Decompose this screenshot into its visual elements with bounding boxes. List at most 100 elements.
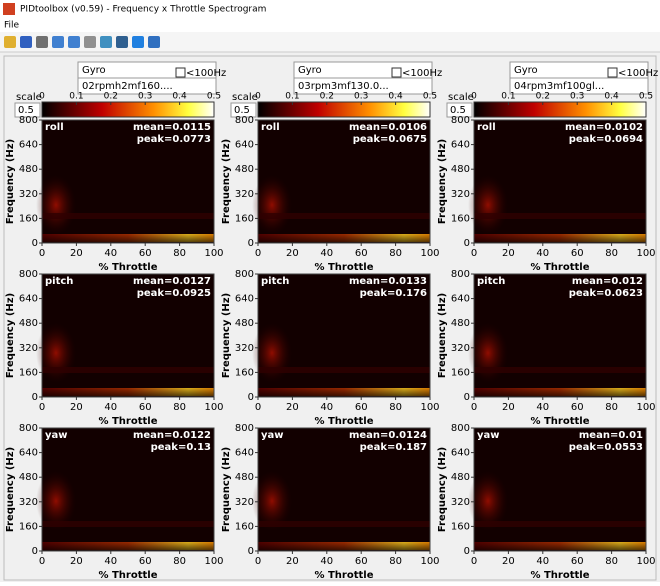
y-tick-label: 480 <box>19 472 38 483</box>
x-axis-label: % Throttle <box>530 570 589 581</box>
plot-label: pitch <box>45 276 73 287</box>
file-name: 02rpmh2mf160.... <box>82 81 173 92</box>
plot-border <box>41 427 215 552</box>
plot-border <box>473 119 647 244</box>
x-tick-label: 0 <box>471 556 477 567</box>
x-tick-label: 60 <box>139 402 152 413</box>
spectrogram-band <box>42 521 214 527</box>
x-axis-label: % Throttle <box>530 262 589 273</box>
toolbar-button[interactable] <box>84 36 96 48</box>
peak-value: peak=0.0773 <box>137 134 211 145</box>
y-tick-label: 480 <box>451 164 470 175</box>
y-tick-label: 800 <box>235 269 254 280</box>
file-list[interactable] <box>77 77 217 95</box>
scale-input[interactable] <box>230 102 257 118</box>
checkbox[interactable] <box>391 67 402 78</box>
y-tick-label: 640 <box>235 294 254 305</box>
toolbar-button[interactable] <box>132 36 144 48</box>
y-tick-label: 480 <box>19 318 38 329</box>
spectrogram-band <box>42 367 214 373</box>
toolbar-button[interactable] <box>100 36 112 48</box>
plot-border <box>41 273 215 398</box>
y-tick-label: 160 <box>235 213 254 224</box>
colorbar <box>473 101 647 118</box>
x-tick-label: 60 <box>355 556 368 567</box>
toolbar-button[interactable] <box>52 36 64 48</box>
x-tick-label: 80 <box>605 248 618 259</box>
colorbar-tick-label: 0.1 <box>285 92 299 102</box>
x-axis-label: % Throttle <box>314 262 373 273</box>
colorbar-tick-label: 0.5 <box>639 92 653 102</box>
y-tick-label: 800 <box>19 269 38 280</box>
x-tick-label: 60 <box>355 248 368 259</box>
toolbar-button[interactable] <box>20 36 32 48</box>
file-list[interactable] <box>509 77 649 95</box>
x-tick-label: 80 <box>389 556 402 567</box>
checkbox[interactable] <box>607 67 618 78</box>
x-tick-label: 100 <box>204 248 223 259</box>
spectrogram-band <box>474 367 646 373</box>
y-tick-label: 480 <box>451 318 470 329</box>
colorbar-tick-label: 0.4 <box>604 92 619 102</box>
spectrogram-shade <box>474 542 646 550</box>
y-tick-label: 0 <box>248 238 254 249</box>
checkbox[interactable] <box>175 67 186 78</box>
file-list[interactable] <box>293 77 433 95</box>
mean-value: mean=0.0124 <box>349 430 427 441</box>
y-tick-label: 640 <box>451 294 470 305</box>
scale-value: 0.5 <box>18 105 34 116</box>
colorbar-tick-label: 0.1 <box>69 92 83 102</box>
peak-value: peak=0.0623 <box>569 288 643 299</box>
toolbar-button[interactable] <box>116 36 128 48</box>
toolbar-button[interactable] <box>36 36 48 48</box>
colorbar-tick-label: 0.2 <box>320 92 334 102</box>
x-tick-label: 80 <box>605 556 618 567</box>
x-tick-label: 40 <box>104 556 117 567</box>
x-tick-label: 80 <box>389 248 402 259</box>
y-axis-label: Frequency (Hz) <box>437 293 448 378</box>
title-bar <box>0 0 660 18</box>
x-tick-label: 60 <box>571 402 584 413</box>
toolbar-button[interactable] <box>4 36 16 48</box>
y-tick-label: 800 <box>451 269 470 280</box>
y-tick-label: 160 <box>451 213 470 224</box>
x-tick-label: 0 <box>255 248 261 259</box>
y-tick-label: 160 <box>19 367 38 378</box>
x-tick-label: 40 <box>104 402 117 413</box>
peak-value: peak=0.0925 <box>137 288 211 299</box>
x-axis-label: % Throttle <box>98 262 157 273</box>
toolbar-button[interactable] <box>68 36 80 48</box>
plot-border <box>473 427 647 552</box>
y-tick-label: 640 <box>19 448 38 459</box>
scale-input[interactable] <box>446 102 473 118</box>
checkbox-label: <100Hz <box>618 68 658 79</box>
y-tick-label: 480 <box>235 472 254 483</box>
plot-border <box>257 427 431 552</box>
y-tick-label: 160 <box>451 521 470 532</box>
y-tick-label: 0 <box>32 392 38 403</box>
y-tick-label: 160 <box>235 367 254 378</box>
x-tick-label: 80 <box>173 402 186 413</box>
x-tick-label: 20 <box>502 402 515 413</box>
spectrogram-shade <box>474 234 646 242</box>
spectrogram-shade <box>474 388 646 396</box>
scale-value: 0.5 <box>450 105 466 116</box>
y-tick-label: 160 <box>235 521 254 532</box>
x-axis-label: % Throttle <box>530 416 589 427</box>
menu-item[interactable]: File <box>4 21 20 31</box>
scale-input[interactable] <box>14 102 41 118</box>
y-tick-label: 0 <box>464 392 470 403</box>
y-tick-label: 320 <box>19 343 38 354</box>
spectrogram-band <box>42 213 214 219</box>
y-axis-label: Frequency (Hz) <box>437 139 448 224</box>
x-tick-label: 0 <box>39 248 45 259</box>
mean-value: mean=0.0127 <box>133 276 211 287</box>
scale-value: 0.5 <box>234 105 250 116</box>
x-tick-label: 80 <box>173 248 186 259</box>
x-tick-label: 0 <box>255 556 261 567</box>
checkbox-label: <100Hz <box>402 68 442 79</box>
dropdown-value: Gyro <box>82 65 106 76</box>
toolbar-button[interactable] <box>148 36 160 48</box>
x-tick-label: 100 <box>420 402 439 413</box>
